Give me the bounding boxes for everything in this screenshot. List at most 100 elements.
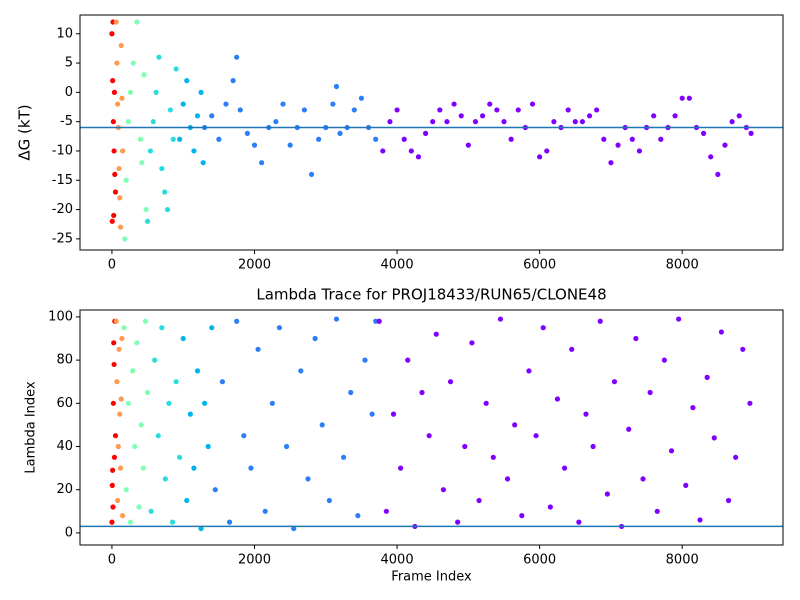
point bbox=[162, 476, 168, 482]
point bbox=[380, 148, 386, 154]
y-tick-label: -10 bbox=[52, 143, 73, 158]
point bbox=[141, 72, 147, 78]
point bbox=[132, 443, 138, 450]
point bbox=[679, 95, 685, 101]
point bbox=[140, 465, 146, 471]
point bbox=[647, 389, 653, 396]
point bbox=[112, 171, 118, 178]
y-tick-label: 80 bbox=[56, 353, 73, 368]
point bbox=[209, 325, 215, 331]
point bbox=[405, 357, 411, 363]
point bbox=[234, 54, 240, 60]
x-tick-label: 8000 bbox=[666, 258, 699, 273]
point bbox=[583, 411, 589, 417]
point bbox=[117, 465, 124, 471]
point bbox=[180, 335, 186, 342]
point bbox=[194, 113, 201, 119]
point bbox=[337, 130, 343, 136]
point bbox=[512, 422, 518, 428]
point bbox=[658, 136, 664, 142]
y-axis-label: Lambda Index bbox=[24, 381, 39, 474]
plot-frame bbox=[79, 14, 784, 251]
point bbox=[422, 130, 429, 136]
point bbox=[394, 107, 400, 113]
point bbox=[341, 454, 347, 460]
point bbox=[212, 487, 218, 493]
point bbox=[139, 160, 145, 166]
y-tick-label: 0 bbox=[65, 525, 73, 540]
point bbox=[387, 119, 393, 125]
point bbox=[164, 206, 171, 213]
y-tick-label: 100 bbox=[48, 309, 73, 324]
point bbox=[130, 60, 136, 66]
point bbox=[376, 318, 382, 324]
point bbox=[114, 60, 120, 66]
point bbox=[198, 525, 204, 532]
point bbox=[319, 422, 325, 428]
x-tick-label: 2000 bbox=[238, 553, 271, 568]
point bbox=[109, 482, 115, 488]
point bbox=[118, 396, 124, 402]
point bbox=[109, 31, 115, 37]
point bbox=[117, 195, 123, 201]
point bbox=[748, 130, 754, 136]
point bbox=[462, 443, 468, 450]
point bbox=[110, 400, 116, 406]
point bbox=[269, 400, 275, 406]
point bbox=[633, 335, 639, 342]
point bbox=[529, 101, 536, 107]
point bbox=[547, 504, 553, 510]
point bbox=[515, 107, 521, 113]
y-tick-label: 10 bbox=[56, 26, 73, 41]
point bbox=[590, 443, 596, 450]
point bbox=[740, 346, 746, 352]
point bbox=[330, 101, 336, 107]
point bbox=[191, 148, 197, 154]
point bbox=[697, 517, 703, 523]
point bbox=[540, 325, 546, 331]
point bbox=[152, 357, 158, 363]
point bbox=[668, 448, 675, 454]
point bbox=[401, 136, 407, 142]
point bbox=[408, 148, 414, 154]
point bbox=[114, 379, 120, 385]
point bbox=[180, 101, 186, 107]
point bbox=[209, 113, 215, 119]
point bbox=[248, 465, 254, 471]
point bbox=[355, 513, 361, 519]
point bbox=[651, 113, 657, 119]
point bbox=[305, 476, 311, 482]
point bbox=[187, 411, 193, 417]
point bbox=[276, 325, 283, 331]
point bbox=[683, 482, 689, 488]
point bbox=[170, 136, 176, 142]
point bbox=[415, 154, 422, 160]
point bbox=[110, 78, 116, 84]
point bbox=[594, 107, 600, 113]
point bbox=[120, 513, 126, 519]
point bbox=[194, 368, 201, 374]
point bbox=[419, 389, 425, 396]
point bbox=[430, 119, 436, 125]
point bbox=[167, 107, 173, 113]
point bbox=[715, 171, 721, 178]
point bbox=[480, 113, 486, 119]
x-tick-label: 8000 bbox=[666, 553, 699, 568]
point bbox=[704, 374, 710, 380]
point bbox=[718, 329, 725, 335]
point bbox=[533, 433, 539, 439]
point bbox=[113, 318, 119, 324]
point bbox=[569, 346, 575, 352]
point bbox=[112, 189, 119, 195]
point bbox=[326, 497, 332, 504]
point bbox=[123, 487, 129, 493]
point bbox=[259, 160, 265, 166]
point bbox=[144, 389, 151, 396]
point bbox=[262, 508, 268, 514]
point bbox=[661, 357, 667, 363]
point bbox=[241, 433, 247, 439]
point bbox=[116, 346, 122, 352]
point bbox=[111, 340, 117, 346]
point bbox=[111, 212, 117, 219]
point bbox=[298, 368, 304, 374]
